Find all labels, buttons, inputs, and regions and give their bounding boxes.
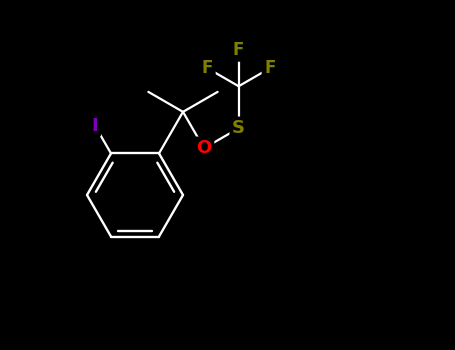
Text: F: F [202,59,213,77]
Text: F: F [264,59,276,77]
Text: S: S [232,119,245,137]
Text: I: I [92,117,98,135]
Text: O: O [197,139,212,157]
Text: F: F [233,41,244,59]
